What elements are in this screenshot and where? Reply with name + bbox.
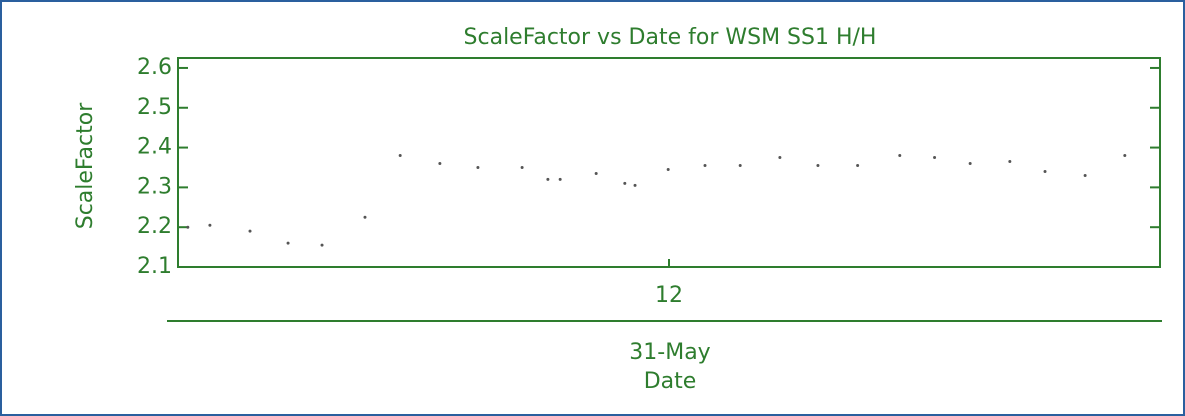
point — [1083, 173, 1087, 177]
point — [738, 163, 742, 167]
point — [968, 161, 972, 165]
point — [546, 177, 550, 181]
y-tick-label: 2.2 — [137, 214, 172, 239]
point — [816, 163, 820, 167]
point — [398, 154, 402, 158]
y-tick-label: 2.1 — [137, 254, 172, 279]
x-tick-label: 12 — [655, 283, 683, 308]
point — [703, 163, 707, 167]
y-tick-label: 2.5 — [137, 95, 172, 120]
point — [438, 161, 442, 165]
point — [286, 241, 290, 245]
point — [1123, 154, 1127, 158]
point — [1008, 160, 1012, 164]
point — [186, 225, 190, 229]
point — [520, 165, 524, 169]
point — [320, 243, 324, 247]
y-tick-label: 2.6 — [137, 55, 172, 80]
point — [856, 163, 860, 167]
date-label: 31-May — [629, 340, 710, 365]
point — [1043, 169, 1047, 173]
point — [476, 165, 480, 169]
chart-title: ScaleFactor vs Date for WSM SS1 H/H — [464, 25, 877, 50]
point — [933, 156, 937, 160]
point — [594, 171, 598, 175]
y-tick-label: 2.4 — [137, 135, 172, 160]
point — [898, 154, 902, 158]
point — [363, 215, 367, 219]
point — [558, 177, 562, 181]
point — [208, 223, 212, 227]
point — [666, 167, 670, 171]
point — [248, 229, 252, 233]
point — [633, 183, 637, 187]
point — [778, 156, 782, 160]
plot-area — [177, 57, 1161, 268]
x-axis-label: Date — [644, 369, 697, 394]
y-tick-label: 2.3 — [137, 174, 172, 199]
y-axis-label: ScaleFactor — [73, 102, 98, 229]
point — [623, 181, 627, 185]
